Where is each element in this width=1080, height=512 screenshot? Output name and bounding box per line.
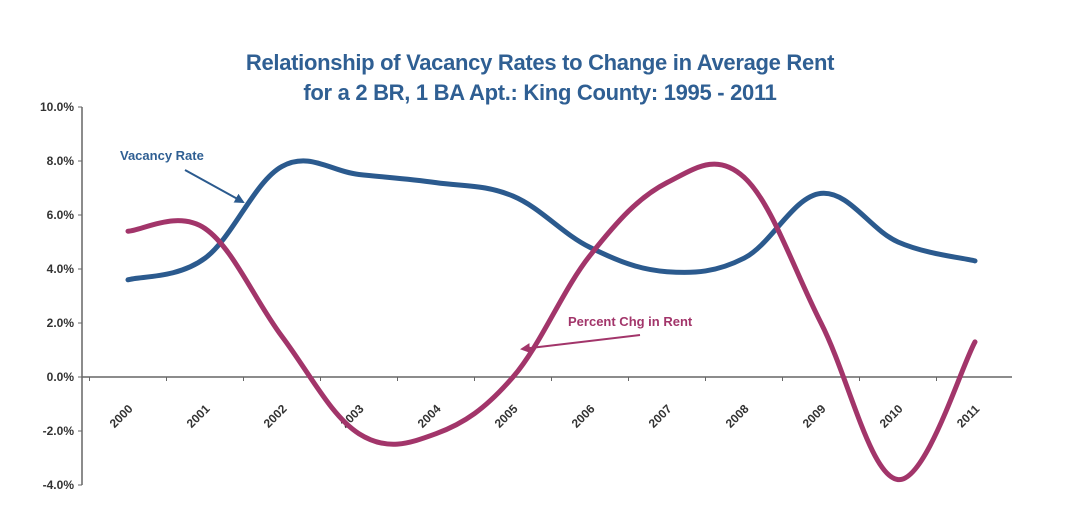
vacancy-rate-annotation: Vacancy Rate — [120, 148, 204, 163]
y-tick-label: -2.0% — [43, 424, 75, 438]
y-tick-label: 10.0% — [40, 100, 74, 114]
y-tick-label: -4.0% — [43, 478, 75, 492]
x-tick-label: 2005 — [492, 402, 521, 431]
percent-chg-rent-point — [356, 431, 362, 436]
vacancy-rate-point — [972, 258, 978, 264]
vacancy-rate-point — [125, 277, 131, 282]
percent-chg-rent-point — [510, 374, 516, 380]
vacancy-rate-point — [202, 256, 208, 261]
percent-chg-rent-point — [433, 431, 439, 436]
vacancy-rate-point — [818, 191, 824, 196]
vacancy-rate-point — [741, 256, 747, 261]
chart-title-line-1: Relationship of Vacancy Rates to Change … — [245, 50, 835, 75]
vacancy-rate-point — [895, 239, 901, 245]
x-tick-label: 2002 — [261, 402, 290, 431]
x-tick-label: 2006 — [569, 402, 598, 431]
percent-chg-rent-point — [202, 226, 208, 231]
percent-chg-rent-point — [664, 180, 670, 185]
vacancy-rate-point — [356, 172, 362, 177]
percent-chg-rent-arrow — [520, 334, 641, 354]
vacancy-rate-point — [587, 245, 593, 250]
percent-chg-rent-point — [895, 477, 901, 482]
percent-chg-rent-point — [741, 175, 747, 180]
x-tick-label: 2009 — [800, 402, 829, 431]
vacancy-rate-line — [125, 158, 978, 283]
y-tick-label: 4.0% — [47, 262, 75, 276]
percent-chg-rent-point — [125, 229, 131, 234]
percent-chg-rent-point — [972, 339, 978, 345]
vacancy-rate-arrow — [184, 169, 245, 203]
percent-chg-rent-point — [279, 334, 285, 339]
percent-chg-rent-line — [125, 161, 978, 483]
y-tick-label: 6.0% — [47, 208, 75, 222]
x-tick-label: 2011 — [954, 402, 983, 431]
y-tick-label: 2.0% — [47, 316, 75, 330]
percent-chg-rent-point — [818, 320, 824, 326]
y-tick-label: 0.0% — [47, 370, 75, 384]
y-tick-label: 8.0% — [47, 154, 75, 168]
x-tick-label: 2001 — [184, 402, 213, 431]
vacancy-rate-point — [664, 269, 670, 274]
x-tick-label: 2010 — [877, 402, 906, 431]
vacancy-rate-point — [510, 193, 516, 199]
percent-chg-rent-point — [587, 253, 593, 258]
x-tick-label: 2000 — [107, 402, 136, 431]
x-tick-label: 2007 — [646, 402, 675, 431]
percent-chg-rent-annotation: Percent Chg in Rent — [568, 314, 693, 329]
vacancy-rate-point — [433, 180, 439, 185]
chart-title-line-2: for a 2 BR, 1 BA Apt.: King County: 1995… — [303, 80, 777, 105]
x-tick-label: 2004 — [415, 402, 444, 431]
vacancy-rate-point — [279, 164, 285, 169]
x-tick-label: 2008 — [723, 402, 752, 431]
